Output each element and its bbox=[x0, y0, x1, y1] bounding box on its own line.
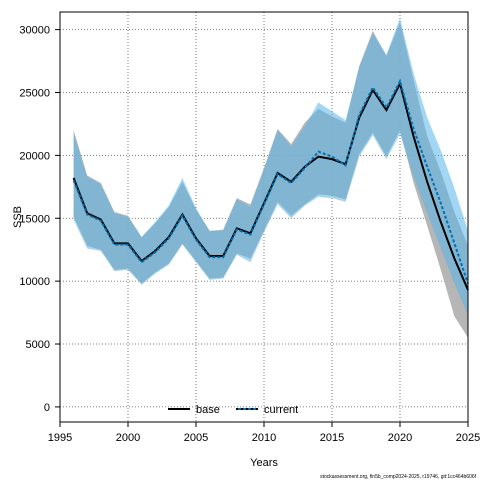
legend-label-base: base bbox=[196, 404, 220, 416]
x-axis-ticks: 1995 2000 2005 2010 2015 2020 2025 bbox=[48, 422, 480, 444]
y-tick-label: 5000 bbox=[26, 339, 50, 351]
y-axis-label: SSB bbox=[12, 206, 24, 228]
x-tick-label: 2025 bbox=[456, 432, 480, 444]
y-tick-label: 30000 bbox=[19, 25, 50, 37]
x-tick-label: 2015 bbox=[320, 432, 344, 444]
y-tick-label: 25000 bbox=[19, 87, 50, 99]
y-axis-ticks: 0 5000 10000 15000 20000 25000 30000 bbox=[19, 25, 60, 414]
x-tick-label: 2000 bbox=[116, 432, 140, 444]
x-axis-label: Years bbox=[250, 457, 278, 469]
confidence-bands bbox=[73, 18, 468, 338]
x-tick-label: 2020 bbox=[388, 432, 412, 444]
footnote: stockassessment.org, fin5b_comp2024-2025… bbox=[320, 474, 477, 480]
y-tick-label: 0 bbox=[44, 402, 50, 414]
x-tick-label: 2010 bbox=[252, 432, 276, 444]
x-tick-label: 1995 bbox=[48, 432, 72, 444]
y-tick-label: 15000 bbox=[19, 213, 50, 225]
series-line-current bbox=[72, 78, 469, 284]
confidence-band-current bbox=[73, 18, 468, 316]
series-lines bbox=[72, 78, 469, 291]
legend: base current bbox=[168, 404, 298, 416]
legend-label-current: current bbox=[264, 404, 298, 416]
y-tick-label: 10000 bbox=[19, 276, 50, 288]
y-tick-label: 20000 bbox=[19, 150, 50, 162]
x-tick-label: 2005 bbox=[184, 432, 208, 444]
